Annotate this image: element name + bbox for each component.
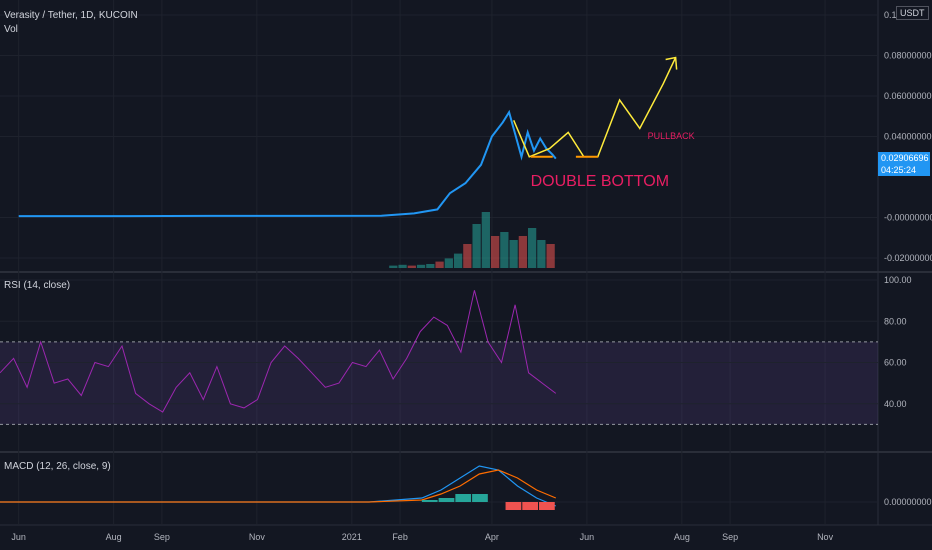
volume-bar <box>490 236 500 268</box>
x-tick-label: Aug <box>674 532 690 542</box>
volume-bar <box>537 240 546 268</box>
volume-label: Vol <box>4 24 18 35</box>
macd-histogram-bar <box>472 494 488 502</box>
price-tick-label: -0.00000000 <box>884 213 932 223</box>
volume-bar <box>472 224 481 268</box>
volume-bar <box>527 228 537 268</box>
volume-bar <box>518 236 527 268</box>
price-tick-label: 0.06000000 <box>884 91 932 101</box>
macd-label: MACD (12, 26, close, 9) <box>4 461 111 472</box>
volume-bar <box>398 264 407 268</box>
price-tick-label: 0.1 <box>884 10 897 20</box>
macd-histogram-bar <box>505 502 522 510</box>
volume-bar <box>509 240 518 268</box>
rsi-tick-label: 60.00 <box>884 358 907 368</box>
rsi-line <box>0 290 557 413</box>
volume-bar <box>481 212 490 268</box>
current-price-badge: 0.02906696 <box>878 152 930 164</box>
volume-bar <box>546 244 555 268</box>
volume-bar <box>416 264 426 268</box>
countdown-badge: 04:25:24 <box>878 164 930 176</box>
rsi-label: RSI (14, close) <box>4 280 71 291</box>
x-tick-label: Sep <box>722 532 738 542</box>
currency-unit-badge[interactable]: USDT <box>896 6 929 20</box>
x-tick-label: Feb <box>392 532 408 542</box>
price-tick-label: -0.02000000 <box>884 253 932 263</box>
projection-arrowhead <box>665 56 678 70</box>
macd-histogram-bar <box>455 494 472 502</box>
symbol-title: Verasity / Tether, 1D, KUCOIN <box>4 10 138 21</box>
volume-bar <box>389 265 398 268</box>
macd-histogram-bar <box>438 498 455 502</box>
volume-bar <box>435 261 444 268</box>
x-tick-label: Aug <box>106 532 122 542</box>
volume-bar <box>444 258 453 268</box>
macd-histogram-bar <box>522 502 539 510</box>
price-tick-label: 0.04000000 <box>884 132 932 142</box>
macd-tick-label: 0.00000000 <box>884 497 932 507</box>
price-tick-label: 0.08000000 <box>884 51 932 61</box>
pullback-annotation: PULLBACK <box>648 131 695 141</box>
volume-bar <box>453 253 463 268</box>
x-tick-label: Nov <box>817 532 834 542</box>
rsi-tick-label: 40.00 <box>884 399 907 409</box>
x-tick-label: Apr <box>485 532 499 542</box>
macd-histogram-bar <box>539 502 555 510</box>
volume-bar <box>463 244 472 268</box>
x-tick-label: 2021 <box>342 532 362 542</box>
x-tick-label: Jun <box>580 532 595 542</box>
rsi-tick-label: 100.00 <box>884 275 912 285</box>
macd-histogram-bar <box>421 500 438 502</box>
volume-bar <box>407 265 416 268</box>
x-tick-label: Nov <box>249 532 266 542</box>
price-line <box>18 109 557 218</box>
volume-bar <box>500 232 509 268</box>
x-tick-label: Jun <box>11 532 26 542</box>
volume-bar <box>426 264 435 268</box>
signal-line <box>0 469 557 503</box>
rsi-tick-label: 80.00 <box>884 316 907 326</box>
double-bottom-annotation: DOUBLE BOTTOM <box>531 173 669 190</box>
rsi-band <box>0 341 878 425</box>
x-tick-label: Sep <box>154 532 170 542</box>
